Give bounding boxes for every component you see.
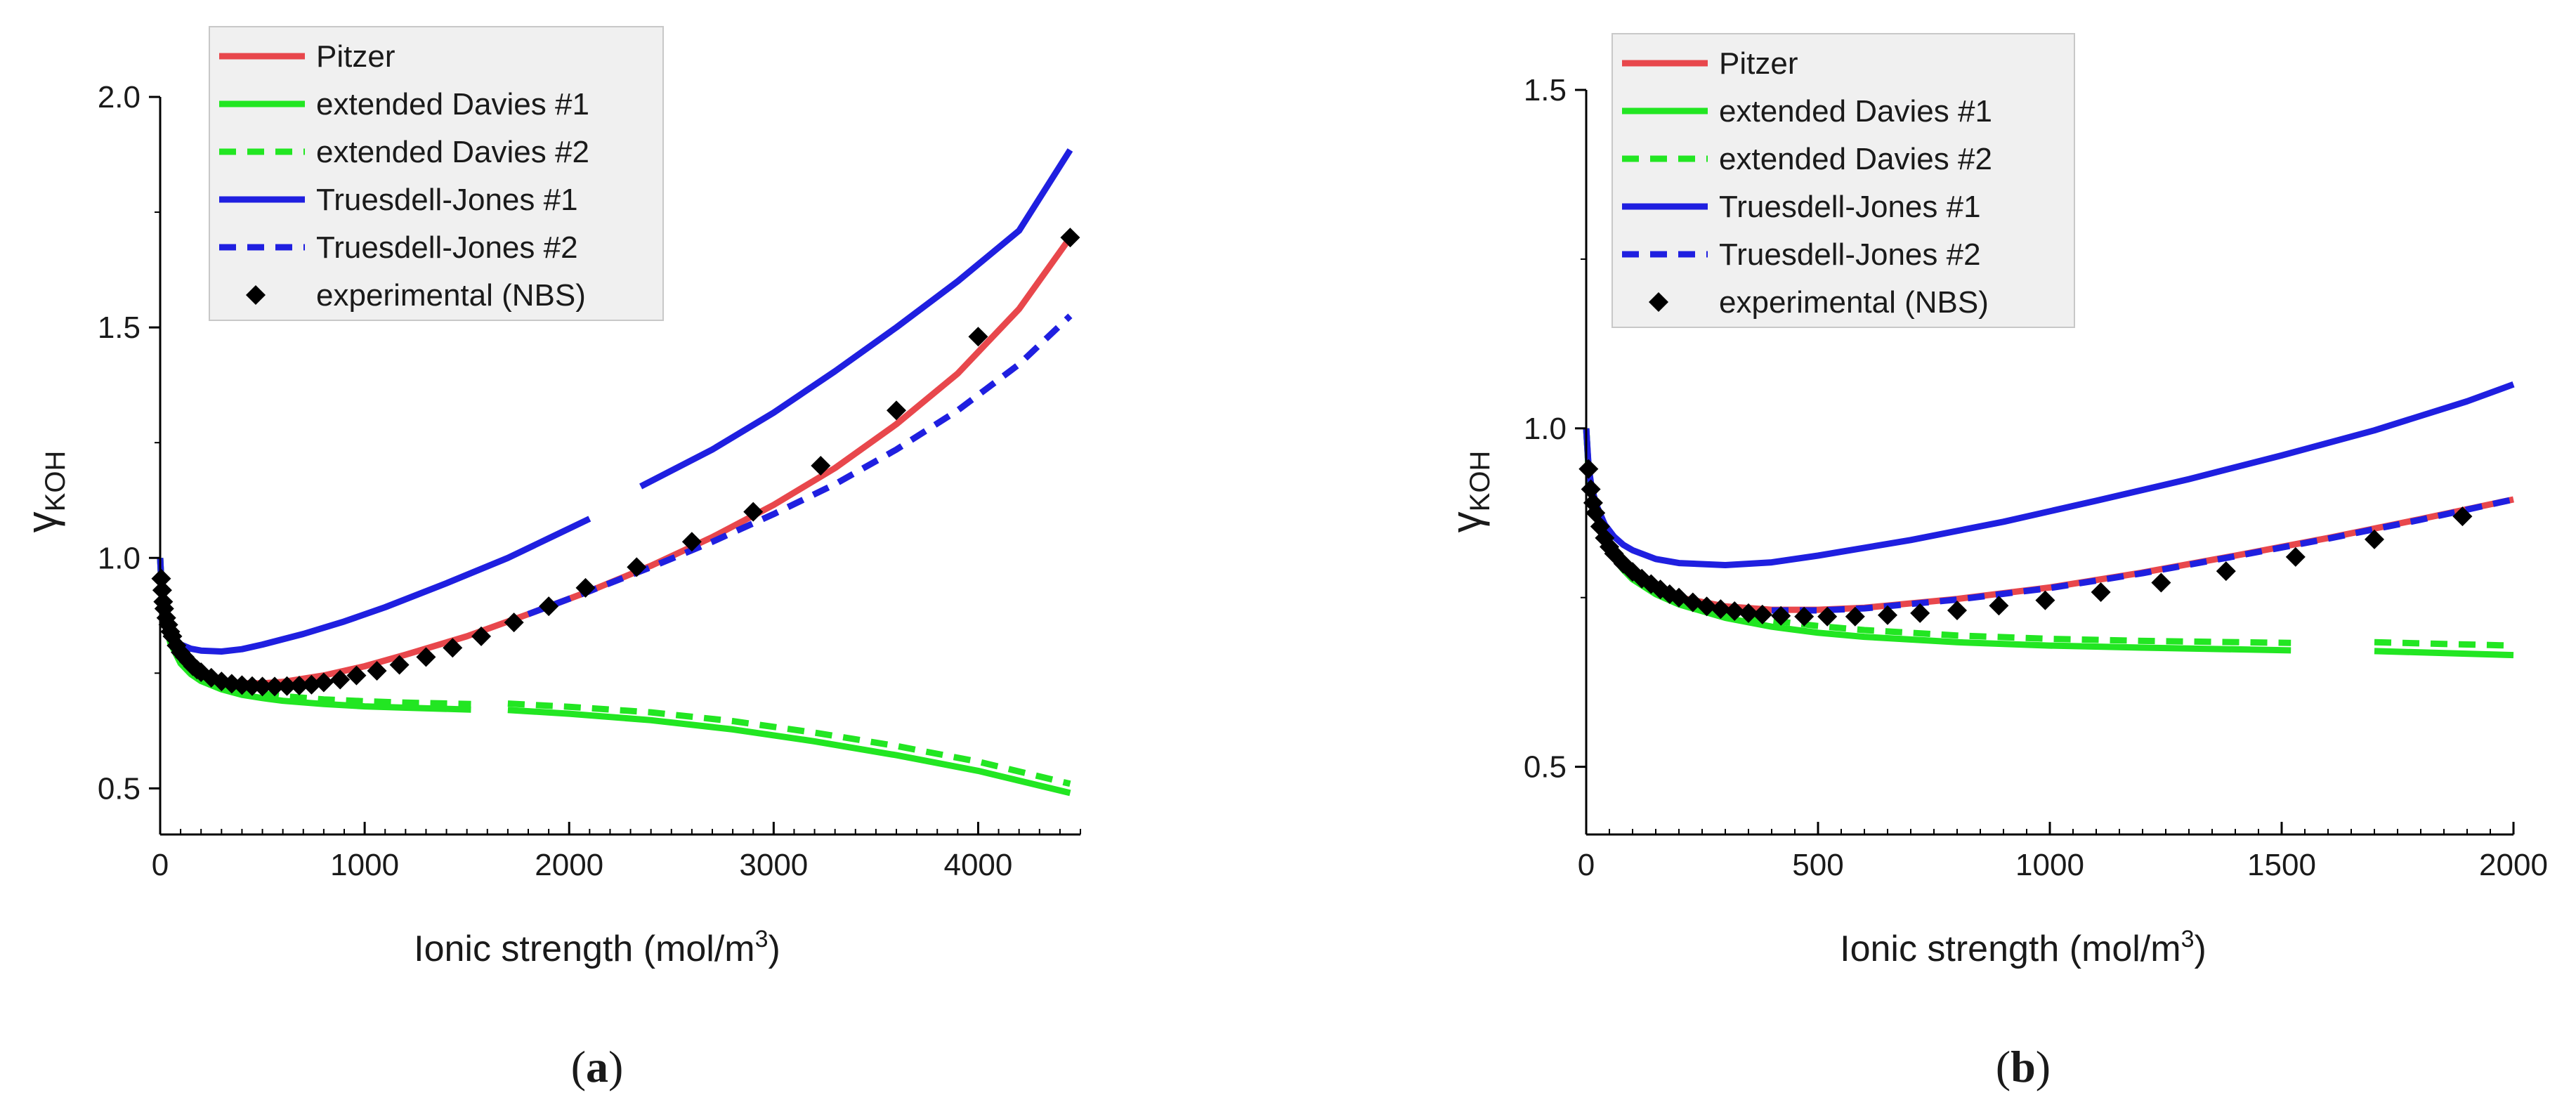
panel-a-series-experimental-nbs-point xyxy=(743,502,764,522)
panel-a-series-experimental-nbs-point xyxy=(346,665,367,686)
panel-a-y-tick-label: 2.0 xyxy=(98,80,140,114)
panel-b-series-experimental-nbs-point xyxy=(2365,529,2384,549)
panel-a-series-experimental-nbs-point xyxy=(539,596,559,617)
panel-b-series-experimental-nbs-point xyxy=(2452,506,2473,527)
panel-b-series-experimental-nbs-point xyxy=(2091,582,2111,603)
panel-b: 0 500 1000 1500 2000 0.5 1.0 1.5 Ionic strength… xyxy=(1443,33,2548,1092)
panel-a-series-experimental-nbs-point xyxy=(968,327,988,347)
panel-a-series-experimental-nbs-point xyxy=(887,400,906,421)
panel-b-x-tick-label: 1500 xyxy=(2247,848,2316,882)
panel-a-series-experimental-nbs-point xyxy=(416,647,436,667)
panel-a-series-truesdell-jones-2-line xyxy=(527,313,1073,617)
panel-a-series-experimental-nbs-point xyxy=(1060,228,1080,248)
panel-b-legend-experimental-nbs-swatch xyxy=(1649,292,1668,312)
panel-b-series-truesdell-jones-2-line xyxy=(1772,496,2514,614)
panel-b-legend-truesdell-jones-1-label: Truesdell-Jones #1 xyxy=(1719,190,1981,224)
panel-b-x-tick-label: 500 xyxy=(1792,848,1843,882)
panel-a-legend: Pitzer extended Davies #1 extended Davies … xyxy=(209,26,664,321)
panel-a-series-experimental-nbs-point xyxy=(504,613,524,633)
panel-b-series-experimental-nbs-point xyxy=(1794,606,1815,627)
panel-b-series-experimental-nbs-point xyxy=(1878,605,1897,625)
panel-a-x-tick-label: 2000 xyxy=(535,848,603,882)
panel-b-series-experimental-nbs xyxy=(1578,459,2473,627)
panel-b-series-experimental-nbs-point xyxy=(1910,603,1930,623)
panel-b-series-experimental-nbs-point xyxy=(2216,561,2236,582)
panel-a-legend-pitzer-label: Pitzer xyxy=(316,39,395,74)
panel-b-series-experimental-nbs-point xyxy=(1817,606,1838,627)
panel-a-axes-layer: 0 1000 2000 3000 4000 0.5 1.0 1.5 2.0 xyxy=(98,80,1081,882)
panel-a: 0 1000 2000 3000 4000 0.5 1.0 1.5 2.0 Ionic stre… xyxy=(18,26,1081,1092)
panel-a-y-tick-label: 0.5 xyxy=(98,771,140,806)
panel-b-label: (b) xyxy=(1996,1042,2051,1092)
panel-b-y-tick-label: 1.5 xyxy=(1524,73,1567,107)
panel-a-legend-extended-davies-2-label: extended Davies #2 xyxy=(316,135,589,169)
panel-a-series-experimental-nbs-point xyxy=(681,532,702,552)
panel-a-x-tick-label: 1000 xyxy=(330,848,399,882)
panel-a-series-experimental-nbs-point xyxy=(301,674,322,695)
panel-b-series-experimental-nbs-point xyxy=(2285,546,2306,567)
panel-a-y-axis-title: γKOH xyxy=(18,451,71,533)
panel-a-legend-truesdell-jones-1-label: Truesdell-Jones #1 xyxy=(316,183,578,217)
panel-a-x-tick-label: 4000 xyxy=(943,848,1012,882)
panel-b-x-axis-title: Ionic strength (mol/m3) xyxy=(1840,926,2206,969)
panel-a-series-experimental-nbs-point xyxy=(575,577,596,598)
panel-a-series-experimental-nbs-point xyxy=(277,676,297,696)
panel-b-x-tick-label: 1000 xyxy=(2015,848,2084,882)
panel-b-series-experimental-nbs-point xyxy=(1696,596,1717,617)
panel-b-series-experimental-nbs-point xyxy=(1739,603,1758,623)
panel-b-series-experimental-nbs-point xyxy=(1989,596,2009,616)
panel-b-series-experimental-nbs-point xyxy=(1682,592,1703,613)
panel-b-legend-extended-davies-1-label: extended Davies #1 xyxy=(1719,94,1992,129)
panel-b-series-experimental-nbs-point xyxy=(1771,605,1791,626)
panel-a-legend-experimental-nbs-label: experimental (NBS) xyxy=(316,278,586,313)
panel-b-axes-layer: 0 500 1000 1500 2000 0.5 1.0 1.5 xyxy=(1524,73,2548,882)
panel-a-series-experimental-nbs-point xyxy=(367,661,387,681)
panel-a-series-experimental-nbs-point xyxy=(443,638,463,658)
panel-a-series-experimental-nbs-point xyxy=(330,669,351,690)
panel-a-legend-experimental-nbs-swatch xyxy=(246,285,266,305)
panel-b-y-axis-title: γKOH xyxy=(1443,451,1496,533)
panel-b-legend-box xyxy=(1611,33,2075,328)
panel-a-series-experimental-nbs-point xyxy=(289,676,309,696)
panel-a-x-axis-title: Ionic strength (mol/m3) xyxy=(414,926,780,969)
panel-b-y-tick-label: 1.0 xyxy=(1524,412,1567,446)
panel-a-x-tick-label: 3000 xyxy=(739,848,808,882)
panel-b-series-experimental-nbs-point xyxy=(1578,459,1599,479)
panel-b-series-experimental-nbs-point xyxy=(1845,606,1865,627)
panel-a-series-experimental-nbs-point xyxy=(265,676,285,697)
panel-a-label: (a) xyxy=(571,1042,624,1092)
panel-a-x-tick-label: 0 xyxy=(152,848,169,882)
panel-b-series-experimental-nbs-point xyxy=(2151,572,2171,593)
panel-a-series-experimental-nbs-point xyxy=(389,655,410,675)
panel-a-series-experimental-nbs-point xyxy=(811,456,831,476)
panel-b-legend-truesdell-jones-2-label: Truesdell-Jones #2 xyxy=(1719,237,1981,272)
panel-b-series-experimental-nbs-point xyxy=(2035,590,2055,610)
panel-b-y-tick-label: 0.5 xyxy=(1524,750,1567,785)
panel-b-series-experimental-nbs-point xyxy=(1711,599,1731,620)
panel-b-series-experimental-nbs-point xyxy=(1752,604,1772,624)
panel-a-series-experimental-nbs xyxy=(151,228,1080,697)
panel-a-y-tick-label: 1.5 xyxy=(98,310,140,345)
panel-a-legend-extended-davies-1-label: extended Davies #1 xyxy=(316,87,589,122)
panel-a-legend-box xyxy=(209,26,664,321)
panel-b-legend: Pitzer extended Davies #1 extended Davies … xyxy=(1611,33,2075,328)
panel-a-series-experimental-nbs-point xyxy=(313,672,334,693)
panel-b-series-experimental-nbs-point xyxy=(1947,601,1967,621)
panel-a-legend-truesdell-jones-2-label: Truesdell-Jones #2 xyxy=(316,230,578,265)
panel-a-series-experimental-nbs-point xyxy=(252,676,273,697)
panel-a-series-experimental-nbs-point xyxy=(627,557,647,577)
panel-b-x-tick-label: 0 xyxy=(1578,848,1595,882)
panel-a-series-experimental-nbs-point xyxy=(152,580,172,601)
panel-b-legend-extended-davies-2-label: extended Davies #2 xyxy=(1719,142,1992,176)
panel-b-x-tick-label: 2000 xyxy=(2479,848,2548,882)
panel-a-series-layer xyxy=(151,148,1080,797)
panel-b-series-experimental-nbs-point xyxy=(1725,601,1745,621)
panel-b-legend-pitzer-label: Pitzer xyxy=(1719,46,1798,81)
panel-a-series-experimental-nbs-point xyxy=(162,626,183,646)
panel-a-series-experimental-nbs-point xyxy=(471,626,492,646)
panel-b-series-layer xyxy=(1578,381,2515,659)
panel-b-legend-experimental-nbs-label: experimental (NBS) xyxy=(1719,285,1989,320)
panel-a-y-tick-label: 1.0 xyxy=(98,541,140,575)
